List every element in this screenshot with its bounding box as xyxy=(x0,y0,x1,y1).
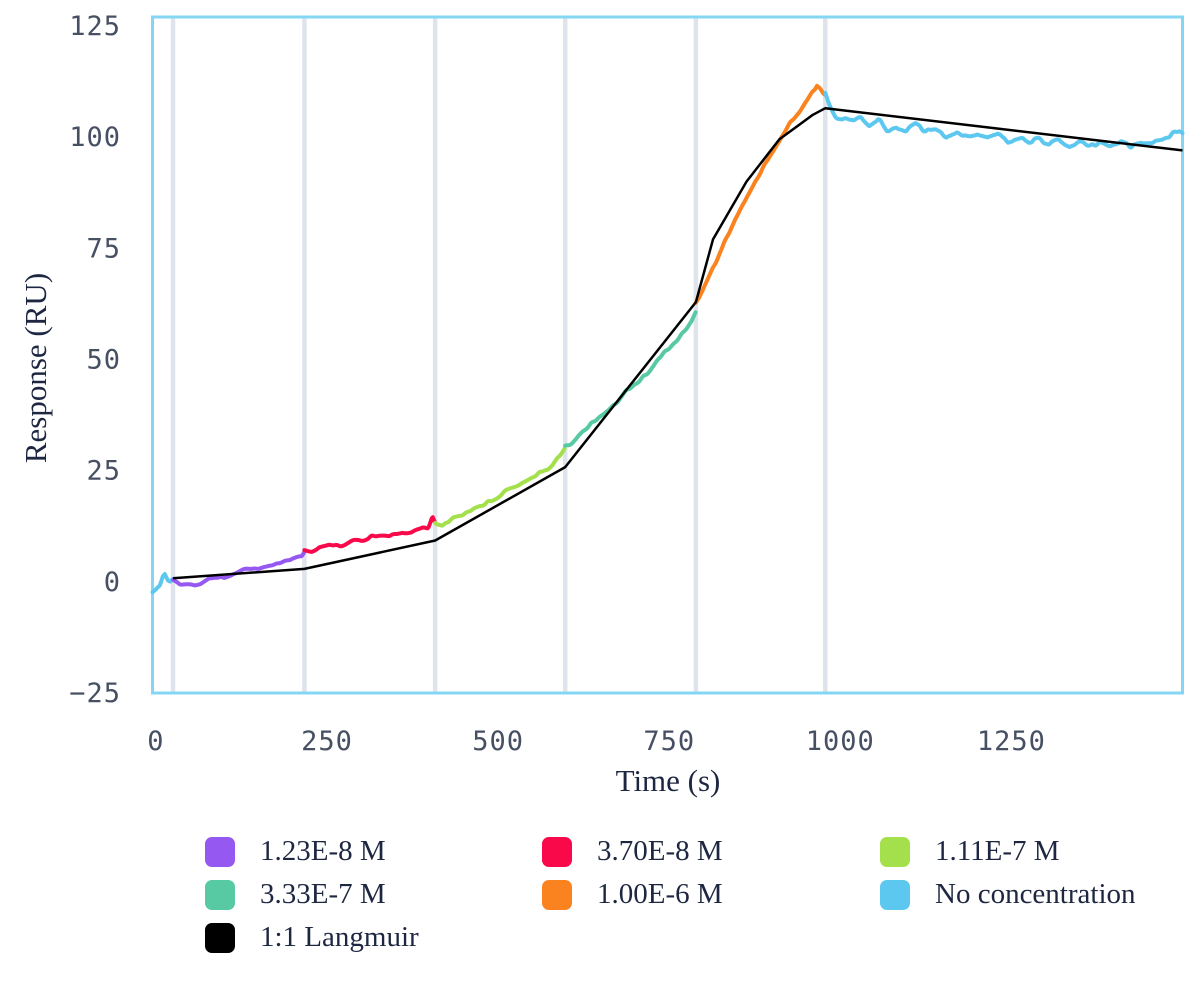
plot-border xyxy=(151,15,1184,695)
y-tick-label: 100 xyxy=(69,122,121,153)
y-tick-label: 0 xyxy=(104,567,121,598)
legend-label: 3.70E-8 M xyxy=(597,835,723,867)
y-axis-tick-labels: 125 100 75 50 25 0 −25 xyxy=(69,11,121,709)
trace-1-1-langmuir xyxy=(172,106,1183,580)
legend-item-1-00e-6-m[interactable]: 1.00E-6 M xyxy=(542,878,880,910)
legend-item-1-23e-8-m[interactable]: 1.23E-8 M xyxy=(205,835,542,867)
trace-3-33e-7-m-injection-4 xyxy=(563,310,698,448)
legend-swatch-1-23e-8-m xyxy=(205,836,235,867)
trace-no-concentration-dissociation xyxy=(823,90,1185,150)
legend: 1.23E-8 M 3.70E-8 M 1.11E-7 M 3.33E-7 M 1.00… xyxy=(205,835,1195,953)
legend-swatch-1-00e-6-m xyxy=(542,879,572,910)
trace-3-70e-8-m-injection-2 xyxy=(302,515,437,554)
x-tick-label: 1000 xyxy=(806,726,875,757)
x-tick-label: 250 xyxy=(301,726,353,757)
x-axis-title: Time (s) xyxy=(616,763,721,798)
legend-label: 3.33E-7 M xyxy=(260,878,386,910)
x-tick-label: 0 xyxy=(147,726,164,757)
x-axis-tick-labels: 0 250 500 750 1000 1250 xyxy=(147,726,1046,757)
legend-label: 1.00E-6 M xyxy=(597,878,723,910)
data-traces xyxy=(150,83,1185,595)
legend-label: No concentration xyxy=(935,878,1136,910)
injection-gridlines xyxy=(170,17,828,693)
y-tick-label: 125 xyxy=(69,11,121,42)
legend-item-3-70e-8-m[interactable]: 3.70E-8 M xyxy=(542,835,880,867)
y-tick-label: 25 xyxy=(86,456,121,487)
legend-swatch-1-11e-7-m xyxy=(880,836,910,867)
x-tick-label: 750 xyxy=(643,726,695,757)
x-tick-label: 500 xyxy=(472,726,524,757)
legend-label: 1.23E-8 M xyxy=(260,835,386,867)
legend-swatch-no-concentration xyxy=(880,879,910,910)
x-tick-label: 1250 xyxy=(977,726,1046,757)
y-axis-title: Response (RU) xyxy=(18,273,53,463)
legend-item-3-33e-7-m[interactable]: 3.33E-7 M xyxy=(205,878,542,910)
legend-swatch-3-33e-7-m xyxy=(205,879,235,910)
legend-label: 1.11E-7 M xyxy=(935,835,1060,867)
y-tick-label: 75 xyxy=(86,233,121,264)
trace-1-11e-7-m-injection-3 xyxy=(433,446,567,528)
legend-item-1-11e-7-m[interactable]: 1.11E-7 M xyxy=(880,835,1195,867)
legend-label: 1:1 Langmuir xyxy=(260,921,419,953)
sensorgram-chart: 125 100 75 50 25 0 −25 0 250 500 750 1000 1250 Time… xyxy=(18,11,1185,798)
trace-1-00e-6-m-injection-5 xyxy=(693,83,828,305)
trace-1-23e-8-m-injection-1 xyxy=(171,549,307,588)
legend-item-no-concentration[interactable]: No concentration xyxy=(880,878,1195,910)
legend-item-1-1-langmuir[interactable]: 1:1 Langmuir xyxy=(205,921,542,953)
y-tick-label: 50 xyxy=(86,344,121,375)
y-tick-label: −25 xyxy=(69,678,121,709)
trace-no-concentration-baseline xyxy=(150,572,175,595)
legend-swatch-3-70e-8-m xyxy=(542,836,572,867)
legend-swatch-1-1-langmuir xyxy=(205,922,235,953)
